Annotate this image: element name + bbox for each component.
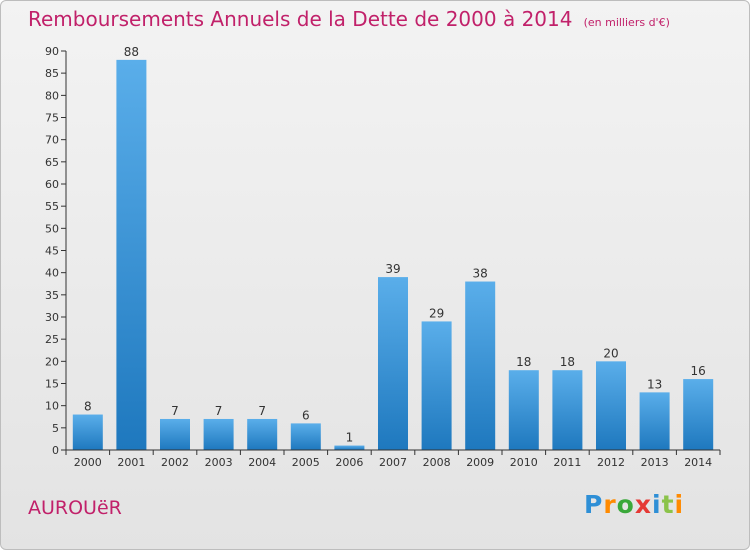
data-label: 7 xyxy=(258,404,266,418)
y-tick-label: 40 xyxy=(45,267,59,280)
bar-2014 xyxy=(683,379,714,450)
data-label: 7 xyxy=(171,404,179,418)
x-tick-label: 2010 xyxy=(510,456,538,469)
y-tick-label: 5 xyxy=(52,422,59,435)
data-label: 16 xyxy=(691,364,706,378)
logo-letter: i xyxy=(674,490,685,519)
x-tick-label: 2014 xyxy=(684,456,712,469)
data-label: 8 xyxy=(84,400,92,414)
data-label: 38 xyxy=(473,267,488,281)
logo-letter: P xyxy=(584,490,604,519)
bar-2007 xyxy=(378,277,408,450)
x-tick-label: 2012 xyxy=(597,456,625,469)
y-tick-label: 25 xyxy=(45,333,59,346)
bar-2005 xyxy=(290,423,321,450)
data-label: 18 xyxy=(516,355,531,369)
x-axis: 2000 2001 2002 2003 2004 2005 2006 2007 2008 2009… xyxy=(65,449,721,469)
data-label: 1 xyxy=(346,431,354,445)
y-tick-label: 0 xyxy=(52,444,59,457)
data-label: 7 xyxy=(215,404,223,418)
y-tick-label: 65 xyxy=(45,156,59,169)
proxiti-logo: Proxiti xyxy=(584,490,684,519)
logo-letter: x xyxy=(634,490,652,519)
x-tick-label: 2001 xyxy=(117,456,145,469)
data-label: 13 xyxy=(647,377,662,391)
y-tick-label: 75 xyxy=(45,112,59,125)
bar-2003 xyxy=(203,418,234,450)
bar-2004 xyxy=(247,418,278,450)
x-tick-label: 2004 xyxy=(248,456,276,469)
y-tick-label: 50 xyxy=(45,222,59,235)
y-tick-label: 90 xyxy=(45,45,59,58)
x-tick-label: 2005 xyxy=(292,456,320,469)
town-name: AUROUëR xyxy=(28,497,122,519)
y-tick-label: 20 xyxy=(45,355,59,368)
y-tick-label: 55 xyxy=(45,200,59,213)
y-tick-label: 70 xyxy=(45,134,59,147)
y-tick-label: 10 xyxy=(45,400,59,413)
y-tick-label: 45 xyxy=(45,245,59,258)
x-tick-label: 2002 xyxy=(161,456,189,469)
x-tick-label: 2003 xyxy=(205,456,233,469)
data-label: 6 xyxy=(302,408,310,422)
logo-letter: t xyxy=(661,490,675,519)
bar-2000 xyxy=(72,414,103,450)
logo-letter: i xyxy=(652,490,662,519)
bar-2011 xyxy=(552,370,583,450)
chart-title: Remboursements Annuels de la Dette de 20… xyxy=(28,7,670,31)
x-tick-label: 2006 xyxy=(335,456,363,469)
data-label: 18 xyxy=(560,355,575,369)
data-label: 20 xyxy=(603,346,618,360)
x-tick-label: 2011 xyxy=(553,456,581,469)
y-tick-label: 35 xyxy=(45,289,59,302)
data-label: 39 xyxy=(385,262,400,276)
chart-title-unit: (en milliers d'€) xyxy=(583,16,670,29)
bar-2013 xyxy=(639,392,670,450)
chart-title-main: Remboursements Annuels de la Dette de 20… xyxy=(28,7,573,31)
bar-2012 xyxy=(596,361,626,450)
x-tick-label: 2008 xyxy=(423,456,451,469)
y-tick-label: 15 xyxy=(45,378,59,391)
bar-2001 xyxy=(116,59,147,450)
bar-2010 xyxy=(508,370,539,450)
x-tick-label: 2000 xyxy=(74,456,102,469)
logo-letter: o xyxy=(616,490,635,519)
bar-2006 xyxy=(334,445,365,450)
y-tick-label: 60 xyxy=(45,178,59,191)
x-tick-label: 2009 xyxy=(466,456,494,469)
x-tick-label: 2007 xyxy=(379,456,407,469)
y-axis: 0 5 10 15 20 25 30 35 40 45 50 55 60 65 70 75 80 85 90 xyxy=(45,45,67,457)
data-label: 29 xyxy=(429,306,444,320)
bar-2002 xyxy=(160,418,190,450)
y-tick-label: 80 xyxy=(45,89,59,102)
logo-letter: r xyxy=(603,490,617,519)
bar-2008 xyxy=(421,321,452,450)
bar-2009 xyxy=(465,281,496,450)
y-tick-label: 85 xyxy=(45,67,59,80)
data-label: 88 xyxy=(124,45,139,59)
x-tick-label: 2013 xyxy=(641,456,669,469)
y-tick-label: 30 xyxy=(45,311,59,324)
